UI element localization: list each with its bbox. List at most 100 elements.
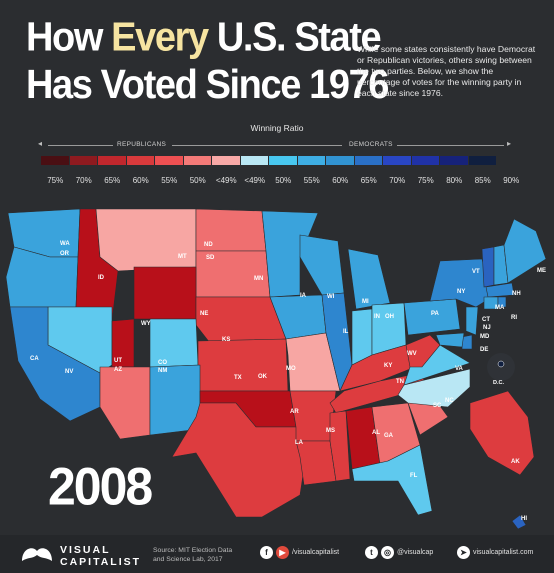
legend-ramp-labels: 75% 70% 65% 60% 55% 50% <49% <49% 50% 55% 60% 65% 70… — [41, 176, 526, 185]
social-website[interactable]: ➤ visualcapitalist.com — [457, 546, 533, 559]
legend-swatch — [98, 156, 126, 165]
state-label: NM — [158, 368, 167, 374]
state-label: MI — [362, 299, 369, 305]
state-label: HI — [521, 516, 527, 522]
state-wv — [405, 334, 441, 368]
state-label: RI — [511, 315, 517, 321]
legend-democrats-label: DEMOCRATS — [349, 141, 393, 148]
state-label: KS — [222, 337, 230, 343]
twitter-icon[interactable]: t — [365, 546, 378, 559]
state-label: WY — [141, 321, 151, 327]
social-twitter-instagram[interactable]: t ◎ @visualcap — [365, 546, 433, 559]
social-facebook-youtube[interactable]: f ▶ /visualcapitalist — [260, 546, 339, 559]
state-label: CO — [158, 360, 167, 366]
arrow-left-icon: ◂ — [38, 139, 43, 148]
state-label: SC — [433, 403, 442, 409]
facebook-icon[interactable]: f — [260, 546, 273, 559]
legend-tick-label: 90% — [503, 176, 520, 185]
state-label: MS — [326, 428, 335, 434]
legend-swatch — [468, 156, 496, 165]
state-label: VT — [472, 269, 480, 275]
brand-name-top: VISUAL — [60, 544, 111, 556]
state-nj — [465, 306, 479, 336]
state-label: IN — [374, 314, 380, 320]
state-label: GA — [384, 433, 394, 439]
instagram-icon[interactable]: ◎ — [381, 546, 394, 559]
state-label: ND — [204, 242, 213, 248]
state-vt — [481, 246, 495, 288]
social-handle-visualcap[interactable]: @visualcap — [397, 549, 434, 556]
state-label: AK — [511, 459, 520, 465]
state-hi — [511, 514, 527, 530]
legend-tick-label: <49% — [215, 176, 237, 185]
year-label: 2008 — [48, 457, 153, 516]
state-me — [503, 218, 547, 284]
state-label: NC — [445, 398, 454, 404]
legend-tick-label: 55% — [161, 176, 178, 185]
arrow-right-icon: ▸ — [507, 139, 512, 148]
state-ks — [197, 338, 289, 392]
state-label: MT — [178, 254, 187, 260]
legend-swatch — [240, 156, 268, 165]
state-label: NH — [512, 291, 521, 297]
website-link[interactable]: visualcapitalist.com — [473, 549, 534, 556]
state-label: D.C. — [493, 380, 504, 386]
youtube-icon[interactable]: ▶ — [276, 546, 289, 559]
state-wi — [299, 234, 345, 296]
legend-tick-label: 85% — [474, 176, 491, 185]
legend-swatch — [354, 156, 382, 165]
state-label: MN — [254, 276, 263, 282]
state-tx — [171, 402, 307, 518]
legend-tick-label: 60% — [132, 176, 149, 185]
state-az — [99, 366, 151, 440]
state-label: KY — [384, 363, 392, 369]
legend-swatch — [212, 156, 240, 165]
social-handle-visualcapitalist[interactable]: /visualcapitalist — [292, 549, 340, 556]
state-label: DE — [480, 347, 488, 353]
legend-divider — [172, 145, 342, 146]
state-label: IL — [343, 329, 349, 335]
legend-swatch — [126, 156, 154, 165]
state-label: OH — [385, 314, 394, 320]
legend-swatch — [297, 156, 325, 165]
legend-title: Winning Ratio — [250, 123, 304, 133]
state-label: MD — [480, 334, 490, 340]
legend-color-ramp — [41, 156, 497, 165]
state-label: AZ — [114, 367, 122, 373]
legend-swatch — [326, 156, 354, 165]
legend-swatch — [183, 156, 211, 165]
state-ct — [483, 296, 499, 310]
state-label: VA — [455, 366, 464, 372]
state-mt — [95, 208, 197, 272]
state-label: NJ — [483, 325, 491, 331]
state-label: MO — [286, 366, 296, 372]
subtitle: While some states consistently have Demo… — [357, 44, 536, 98]
state-nc — [397, 368, 471, 408]
state-md — [435, 332, 465, 348]
page-title: How Every U.S. State Has Voted Since 197… — [26, 15, 389, 108]
visual-capitalist-logo-icon — [22, 548, 52, 561]
legend-tick-label: <49% — [244, 176, 266, 185]
legend-swatch — [411, 156, 439, 165]
state-ak — [469, 390, 535, 476]
source-note: Source: MIT Election Data and Science La… — [153, 547, 233, 563]
legend-swatch — [440, 156, 468, 165]
legend-tick-label: 65% — [360, 176, 377, 185]
state-label: OK — [258, 374, 268, 380]
cursor-icon[interactable]: ➤ — [457, 546, 470, 559]
legend-tick-label: 65% — [104, 176, 121, 185]
legend-swatch — [269, 156, 297, 165]
state-label: OR — [60, 251, 70, 257]
legend-tick-label: 50% — [189, 176, 206, 185]
state-label: ID — [98, 275, 105, 281]
state-label: IA — [300, 293, 307, 299]
state-label: AL — [372, 430, 380, 436]
state-label: CT — [482, 317, 490, 323]
state-label: TN — [396, 379, 404, 385]
legend-tick-label: 75% — [47, 176, 64, 185]
legend-tick-label: 70% — [389, 176, 406, 185]
dc-dot — [497, 360, 505, 368]
state-label: PA — [431, 311, 440, 317]
legend-tick-label: 50% — [275, 176, 292, 185]
legend-swatch — [383, 156, 411, 165]
